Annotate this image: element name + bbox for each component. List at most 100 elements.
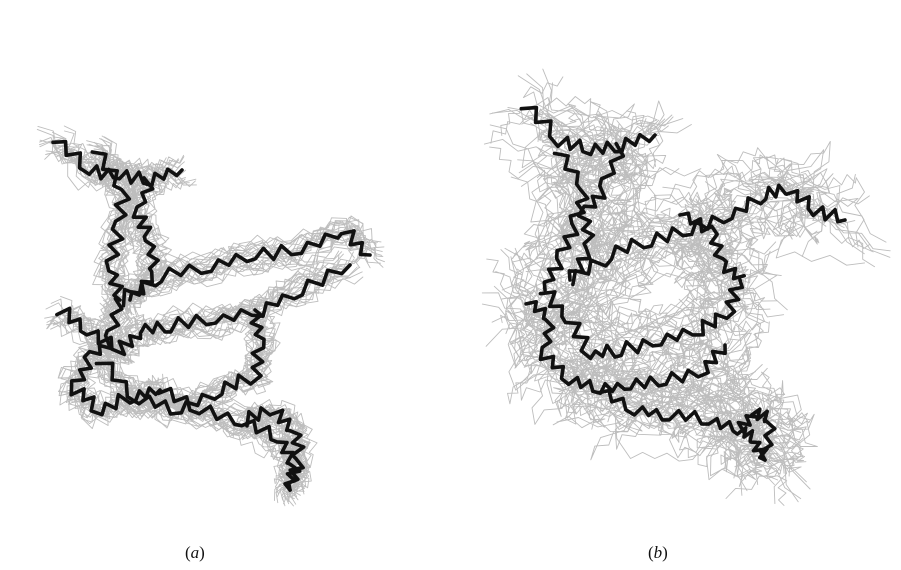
ensemble-trace-b <box>569 118 647 181</box>
ensemble-trace-b <box>573 266 749 346</box>
ensemble-trace-a <box>87 297 281 419</box>
reference-trace-a <box>55 263 352 357</box>
ensemble-trace-b <box>651 237 743 289</box>
ensemble-trace-b <box>504 179 607 305</box>
reference-trace-a <box>94 308 266 416</box>
ensemble-trace-b <box>485 294 691 419</box>
ensemble-trace-a <box>76 312 170 417</box>
ensemble-trace-b <box>522 113 608 267</box>
ensemble-trace-b <box>558 370 795 426</box>
reference-trace-b <box>542 151 590 292</box>
ensemble-trace-b <box>534 110 645 177</box>
ensemble-trace-b <box>518 157 602 328</box>
ensemble-trace-b <box>507 256 711 417</box>
ensemble-trace-b <box>519 293 749 424</box>
reference-trace-a <box>51 139 184 188</box>
ensemble-trace-b <box>570 296 738 404</box>
reference-trace-a <box>90 150 132 302</box>
reference-trace-b <box>567 141 626 282</box>
ensemble-trace-b <box>614 409 780 470</box>
ensemble-trace-a <box>130 215 371 305</box>
ensemble-trace-b <box>509 147 580 320</box>
reference-trace-b <box>596 388 769 462</box>
ensemble-trace-b <box>537 103 658 173</box>
ensemble-trace-b <box>573 377 763 475</box>
ensemble-trace-b <box>582 240 768 334</box>
ensemble-trace-a <box>130 180 164 305</box>
ensemble-trace-a <box>252 399 310 501</box>
ensemble-trace-b <box>542 68 692 184</box>
ensemble-trace-a <box>65 272 352 365</box>
ensemble-trace-b <box>546 96 669 180</box>
ensemble-trace-b <box>611 187 818 286</box>
ensemble-trace-b <box>505 155 617 310</box>
reference-trace-b <box>538 278 745 361</box>
ensemble-trace-b <box>507 107 667 170</box>
ensemble-trace-a <box>103 322 266 421</box>
reference-trace-b <box>736 407 777 462</box>
ensemble-trace-b <box>575 160 866 326</box>
ensemble-trace-b <box>537 269 722 392</box>
ensemble-trace-b <box>570 250 771 362</box>
ensemble-trace-b <box>551 168 856 260</box>
ensemble-trace-b <box>521 279 731 385</box>
ensemble-trace-b <box>512 131 596 261</box>
ensemble-trace-b <box>687 234 712 297</box>
ensemble-trace-b <box>534 257 765 392</box>
ensemble-trace-b <box>711 367 765 486</box>
ensemble-trace-b <box>525 234 778 359</box>
ensemble-trace-b <box>585 171 887 263</box>
ensemble-trace-b <box>535 154 649 273</box>
ensemble-trace-a <box>160 378 288 494</box>
ensemble-trace-b <box>509 333 736 428</box>
ensemble-trace-b <box>564 169 834 262</box>
panel-caption-a: (a) <box>185 543 205 562</box>
ensemble-trace-a <box>62 272 336 364</box>
ensemble-trace-a <box>47 255 340 358</box>
ensemble-trace-b <box>569 373 744 468</box>
ensemble-trace-a <box>91 321 263 420</box>
ensemble-trace-b <box>684 198 771 311</box>
ensemble-trace-b <box>515 131 630 333</box>
ensemble-trace-b <box>552 140 831 303</box>
ensemble-trace-b <box>545 156 874 300</box>
ensemble-trace-a <box>97 305 273 403</box>
ensemble-trace-b <box>673 256 768 284</box>
ensemble-trace-b <box>671 220 723 267</box>
ensemble-trace-b <box>614 376 778 480</box>
reference-trace-a <box>245 406 306 492</box>
ensemble-trace-b <box>508 252 730 373</box>
ensemble-trace-b <box>716 389 794 434</box>
ensemble-trace-a <box>63 145 186 185</box>
ensemble-trace-a <box>97 315 277 419</box>
figure-panel-a: (a) <box>0 0 420 570</box>
ensemble-trace-b <box>523 318 751 415</box>
reference-trace-b <box>519 105 657 157</box>
ensemble-trace-b <box>552 383 778 481</box>
ensemble-trace-a <box>110 223 359 305</box>
ensemble-trace-a <box>60 296 169 420</box>
reference-trace-a <box>121 229 372 308</box>
ensemble-trace-b <box>522 294 719 412</box>
ensemble-trace-b <box>578 361 796 505</box>
figure-panel-b: (b) <box>420 0 901 570</box>
ensemble-trace-b <box>580 367 800 461</box>
ensemble-trace-a <box>134 228 364 300</box>
ensemble-trace-b <box>536 169 585 264</box>
ensemble-trace-a <box>52 269 338 363</box>
ensemble-trace-a <box>134 220 375 294</box>
ensemble-trace-a <box>122 217 376 306</box>
ensemble-trace-b <box>612 154 820 298</box>
ensemble-trace-b <box>551 272 749 359</box>
reference-trace-b <box>678 211 747 281</box>
ensemble-trace-b <box>529 307 735 430</box>
ensemble-trace-b <box>490 107 658 144</box>
ensemble-trace-b <box>567 154 845 280</box>
ensemble-trace-b <box>557 178 859 315</box>
reference-trace-b <box>571 183 847 287</box>
ensemble-trace-b <box>558 382 802 461</box>
ensemble-trace-a <box>46 151 180 196</box>
ensemble-trace-a <box>121 191 161 315</box>
protein-backbone-ensemble-b <box>481 68 891 506</box>
protein-backbone-ensemble-a <box>36 125 385 507</box>
